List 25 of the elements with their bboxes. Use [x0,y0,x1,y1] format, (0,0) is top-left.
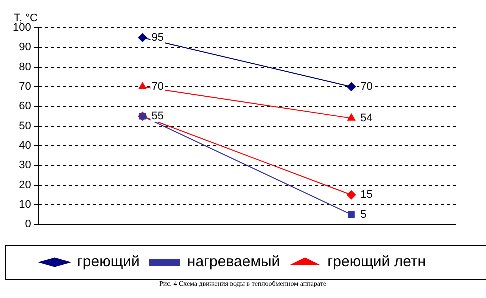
data-label: 15 [360,189,373,202]
data-label: 54 [360,112,373,124]
y-tick-label: 0 [25,218,32,231]
point [347,190,356,200]
y-tick-label: 80 [19,61,32,74]
legend-label: нагреваемый [187,254,280,271]
data-label: 95 [152,32,164,44]
y-tick-label: 70 [19,81,32,94]
y-tick-label: 30 [19,160,32,172]
data-label: 5 [360,208,367,221]
y-tick-label: 40 [19,140,32,152]
y-tick-label: 90 [19,42,32,54]
y-tick-label: 20 [19,179,32,192]
y-tick-label: 60 [19,100,32,113]
legend-label: греющий [77,254,140,271]
y-tick-label: 50 [19,120,32,132]
legend-label: греющий летн [328,254,426,271]
y-tick-label: 100 [12,22,32,34]
data-label: 55 [152,110,164,122]
point [347,82,356,92]
point [348,211,355,218]
y-tick-label: 10 [19,198,32,211]
point [138,33,148,42]
data-label: 70 [360,81,373,94]
data-label: 70 [152,81,164,94]
